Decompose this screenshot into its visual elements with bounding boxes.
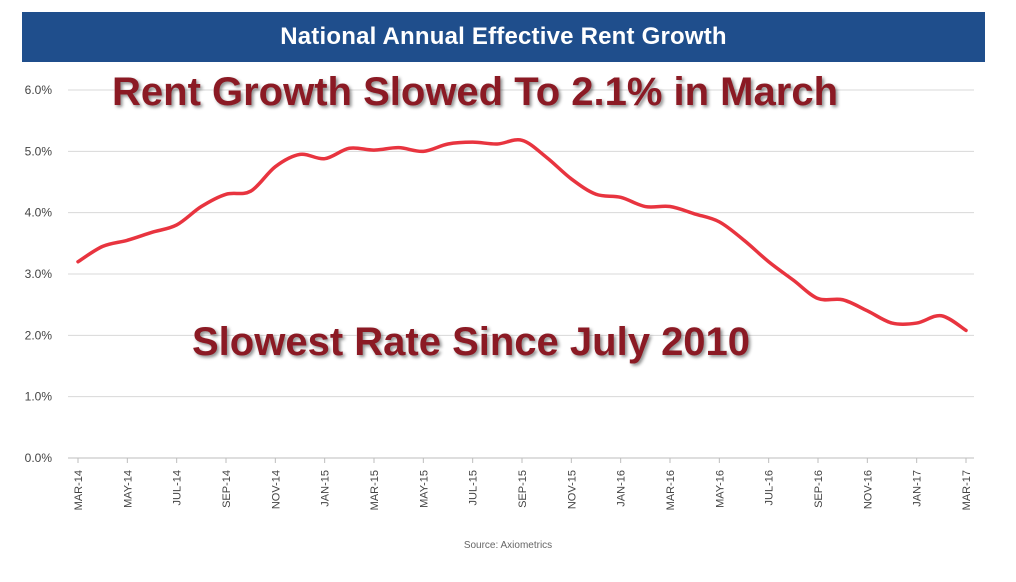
x-tick-label: MAY-14 <box>122 470 134 508</box>
x-tick-label: JUL-16 <box>764 470 776 505</box>
x-tick-label: NOV-14 <box>270 470 282 509</box>
x-tick-label: JAN-16 <box>616 470 628 507</box>
data-point <box>471 140 475 144</box>
data-point <box>964 328 968 332</box>
x-tick-label: JUL-14 <box>172 470 184 505</box>
data-point <box>865 309 869 313</box>
data-point <box>495 142 499 146</box>
x-tick-label: MAY-16 <box>714 470 726 508</box>
data-point <box>594 192 598 196</box>
chart-title: National Annual Effective Rent Growth <box>22 12 985 62</box>
gridlines <box>68 89 974 459</box>
y-tick-label: 0.0% <box>25 451 53 465</box>
data-point <box>249 189 253 193</box>
data-point <box>323 157 327 161</box>
data-point <box>347 146 351 150</box>
x-axis-ticks: MAR-14 MAY-14 JUL-14 SEP-14 NOV-14 JAN-15 MAR-… <box>73 458 973 510</box>
x-tick-label: SEP-14 <box>221 470 233 508</box>
y-tick-label: 2.0% <box>25 328 53 342</box>
data-point <box>421 149 425 153</box>
data-point <box>545 155 549 159</box>
x-tick-label: SEP-15 <box>517 470 529 508</box>
data-point <box>273 165 277 169</box>
data-point <box>841 298 845 302</box>
data-point <box>569 177 573 181</box>
data-point <box>643 205 647 209</box>
x-tick-label: MAR-14 <box>73 470 85 510</box>
x-tick-label: NOV-15 <box>566 470 578 509</box>
data-point <box>125 238 129 242</box>
y-tick-label: 1.0% <box>25 390 53 404</box>
data-point <box>742 238 746 242</box>
data-point <box>717 220 721 224</box>
y-tick-label: 5.0% <box>25 144 53 158</box>
y-axis-ticks: 0.0% 1.0% 2.0% 3.0% 4.0% 5.0% 6.0% <box>25 83 53 465</box>
rent-growth-line <box>76 138 968 333</box>
data-point <box>199 205 203 209</box>
x-tick-label: JAN-17 <box>912 470 924 507</box>
data-point <box>397 146 401 150</box>
annotation-subline: Slowest Rate Since July 2010 <box>192 320 751 364</box>
data-point <box>791 278 795 282</box>
y-tick-label: 4.0% <box>25 206 53 220</box>
data-point <box>939 314 943 318</box>
x-tick-label: JAN-15 <box>320 470 332 507</box>
x-tick-label: SEP-16 <box>813 470 825 508</box>
data-point <box>767 260 771 264</box>
data-point <box>224 192 228 196</box>
data-point <box>693 212 697 216</box>
data-point <box>619 195 623 199</box>
x-tick-label: JUL-15 <box>468 470 480 505</box>
data-point <box>76 260 80 264</box>
x-tick-label: MAR-15 <box>369 470 381 510</box>
y-tick-label: 6.0% <box>25 83 53 97</box>
data-point <box>446 142 450 146</box>
data-point <box>101 244 105 248</box>
x-tick-label: MAR-16 <box>665 470 677 510</box>
data-point <box>816 297 820 301</box>
x-tick-label: MAY-15 <box>418 470 430 508</box>
data-point <box>915 321 919 325</box>
annotation-headline: Rent Growth Slowed To 2.1% in March <box>112 70 838 114</box>
data-point <box>150 230 154 234</box>
data-point <box>298 152 302 156</box>
data-point <box>372 148 376 152</box>
x-tick-label: NOV-16 <box>862 470 874 509</box>
series-group <box>76 138 968 333</box>
x-tick-label: MAR-17 <box>961 470 973 510</box>
data-point <box>175 223 179 227</box>
data-point <box>520 138 524 142</box>
data-point <box>668 205 672 209</box>
y-tick-label: 3.0% <box>25 267 53 281</box>
source-note: Source: Axiometrics <box>463 540 553 551</box>
data-point <box>890 321 894 325</box>
